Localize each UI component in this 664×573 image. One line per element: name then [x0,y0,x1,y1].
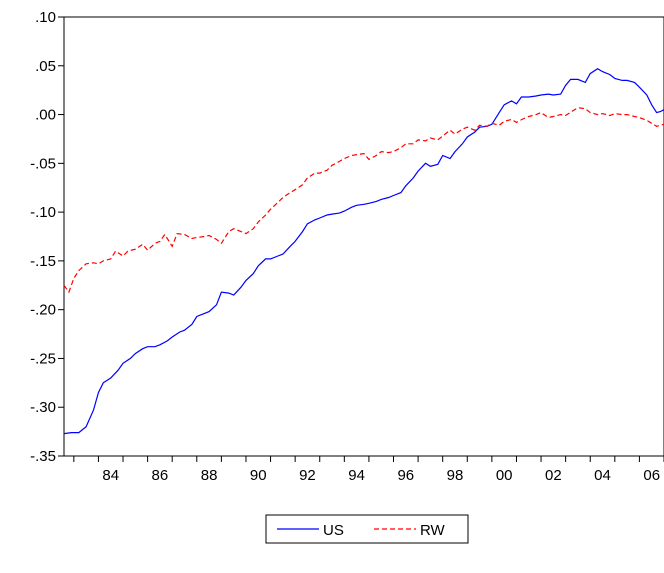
y-tick-label: -.25 [30,350,56,367]
legend-label-us: US [323,522,344,539]
x-tick-label: 90 [250,467,267,484]
y-tick-label: .05 [35,58,56,75]
y-tick-label: -.30 [30,399,56,416]
x-tick-label: 92 [299,467,316,484]
series-layer [63,67,664,435]
series-line-us [63,67,664,435]
plot-frame [63,16,664,457]
x-tick-label: 96 [397,467,414,484]
x-axis: 84 86 88 90 92 94 96 98 00 02 04 06 [73,456,664,484]
x-tick-label: 04 [594,467,611,484]
x-tick-label: 86 [152,467,169,484]
series-line-rw [63,107,664,294]
y-tick-label: -.35 [30,448,56,465]
x-tick-label: 88 [201,467,218,484]
y-axis: .10 .05 .00 -.05 -.10 -.15 -.20 -.25 -.30 -.35 [30,9,64,465]
y-tick-label: -.05 [30,155,56,172]
x-tick-label: 00 [496,467,513,484]
x-tick-label: 94 [348,467,365,484]
x-tick-label: 84 [102,467,119,484]
legend-label-rw: RW [420,522,446,539]
x-tick-label: 02 [545,467,562,484]
y-tick-label: .00 [35,107,56,124]
y-tick-label: .10 [35,9,56,26]
y-tick-label: -.10 [30,204,56,221]
legend: US RW [265,514,469,544]
x-tick-label: 98 [447,467,464,484]
y-tick-label: -.20 [30,302,56,319]
x-tick-label: 06 [643,467,660,484]
y-tick-label: -.15 [30,253,56,270]
